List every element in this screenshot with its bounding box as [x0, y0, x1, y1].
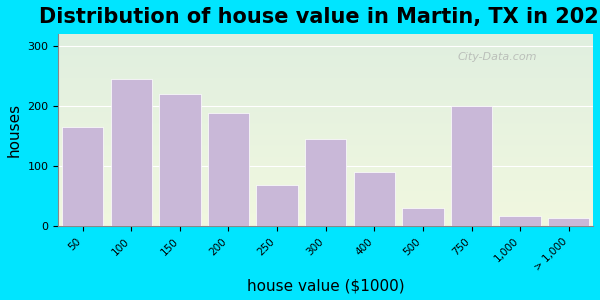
X-axis label: house value ($1000): house value ($1000) [247, 278, 404, 293]
Bar [305, 139, 346, 226]
Bar [353, 172, 395, 226]
Bar [499, 215, 541, 226]
Bar [451, 106, 492, 226]
Bar [548, 218, 589, 226]
Bar [208, 113, 249, 226]
Bar [159, 94, 200, 226]
Title: Distribution of house value in Martin, TX in 2021: Distribution of house value in Martin, T… [38, 7, 600, 27]
Text: City-Data.com: City-Data.com [457, 52, 536, 62]
Bar [402, 208, 443, 226]
Bar [256, 185, 298, 226]
Y-axis label: houses: houses [7, 103, 22, 157]
Bar [62, 127, 103, 226]
Bar [110, 79, 152, 226]
